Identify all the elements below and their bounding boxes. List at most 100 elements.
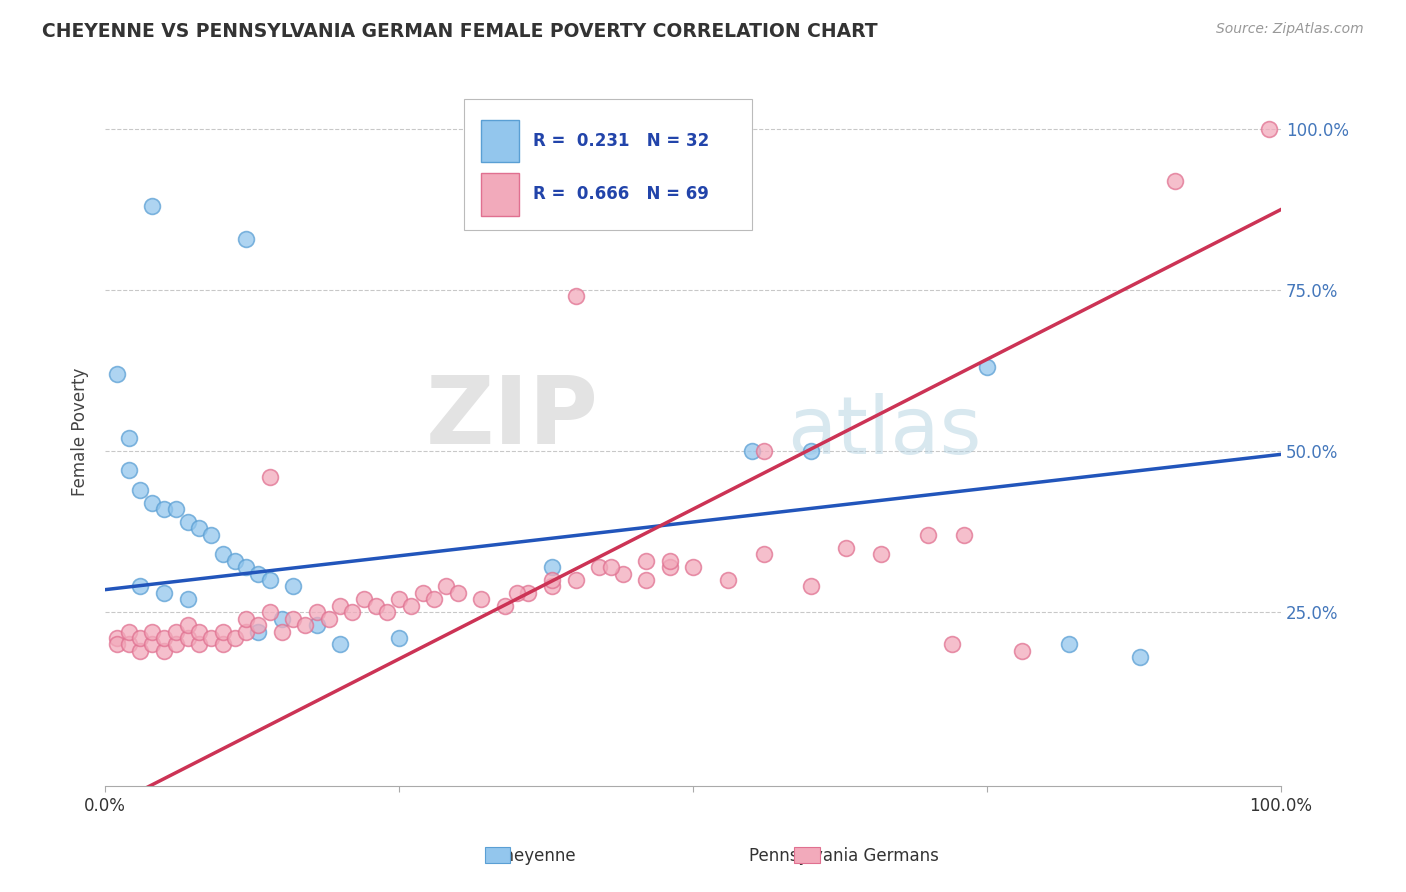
Point xyxy=(211,637,233,651)
Point xyxy=(153,586,176,600)
Point xyxy=(305,618,328,632)
Point xyxy=(200,631,222,645)
Point xyxy=(952,528,974,542)
Point xyxy=(1129,650,1152,665)
Text: R =  0.666   N = 69: R = 0.666 N = 69 xyxy=(533,186,709,203)
Bar xyxy=(481,120,519,162)
Point xyxy=(235,624,257,639)
Point xyxy=(188,624,211,639)
Point xyxy=(141,624,163,639)
Point xyxy=(399,599,422,613)
Point xyxy=(329,599,352,613)
Point xyxy=(434,579,457,593)
Text: Pennsylvania Germans: Pennsylvania Germans xyxy=(748,847,939,865)
Point xyxy=(235,612,257,626)
Point xyxy=(835,541,858,555)
Point xyxy=(270,624,292,639)
Point xyxy=(105,367,128,381)
Point xyxy=(270,612,292,626)
Point xyxy=(412,586,434,600)
Point xyxy=(247,624,270,639)
Point xyxy=(634,554,657,568)
Point xyxy=(141,199,163,213)
Point xyxy=(564,289,586,303)
Point xyxy=(1258,122,1281,136)
Point xyxy=(800,444,823,458)
Point xyxy=(283,612,305,626)
Y-axis label: Female Poverty: Female Poverty xyxy=(72,368,89,496)
Point xyxy=(541,573,564,587)
Point xyxy=(364,599,387,613)
Point xyxy=(224,631,246,645)
Point xyxy=(634,573,657,587)
Bar xyxy=(481,173,519,216)
Point xyxy=(917,528,939,542)
Point xyxy=(294,618,316,632)
Point xyxy=(682,560,704,574)
Point xyxy=(105,631,128,645)
Point xyxy=(224,554,246,568)
Point xyxy=(976,360,998,375)
Point xyxy=(388,592,411,607)
Point xyxy=(599,560,621,574)
Point xyxy=(153,644,176,658)
Point xyxy=(800,579,823,593)
Point xyxy=(1011,644,1033,658)
Point xyxy=(353,592,375,607)
Point xyxy=(870,547,893,561)
Point xyxy=(517,586,540,600)
Point xyxy=(717,573,740,587)
Point xyxy=(941,637,963,651)
Point xyxy=(377,605,399,619)
Point xyxy=(329,637,352,651)
Point xyxy=(741,444,763,458)
Point xyxy=(447,586,470,600)
Point xyxy=(153,631,176,645)
Point xyxy=(318,612,340,626)
Point xyxy=(165,637,187,651)
Point xyxy=(211,547,233,561)
Point xyxy=(118,463,141,477)
Point xyxy=(165,502,187,516)
Point xyxy=(141,637,163,651)
Point xyxy=(259,605,281,619)
Point xyxy=(176,592,198,607)
Point xyxy=(752,444,775,458)
Text: ZIP: ZIP xyxy=(426,372,599,464)
Point xyxy=(340,605,363,619)
Point xyxy=(153,502,176,516)
Text: R =  0.231   N = 32: R = 0.231 N = 32 xyxy=(533,132,710,150)
Point xyxy=(658,560,681,574)
Point xyxy=(235,231,257,245)
Point xyxy=(283,579,305,593)
Point xyxy=(506,586,529,600)
Point xyxy=(235,560,257,574)
Point xyxy=(259,573,281,587)
Point xyxy=(658,554,681,568)
Point xyxy=(211,624,233,639)
Point xyxy=(176,618,198,632)
Point xyxy=(752,547,775,561)
Point xyxy=(259,470,281,484)
Point xyxy=(541,560,564,574)
Point xyxy=(176,631,198,645)
Point xyxy=(1059,637,1081,651)
Point xyxy=(129,644,152,658)
Point xyxy=(247,618,270,632)
Point xyxy=(1164,173,1187,187)
Point xyxy=(118,624,141,639)
Point xyxy=(129,483,152,497)
Point xyxy=(423,592,446,607)
Text: CHEYENNE VS PENNSYLVANIA GERMAN FEMALE POVERTY CORRELATION CHART: CHEYENNE VS PENNSYLVANIA GERMAN FEMALE P… xyxy=(42,22,877,41)
Point xyxy=(141,496,163,510)
FancyBboxPatch shape xyxy=(464,99,752,230)
Point xyxy=(118,431,141,445)
Point xyxy=(247,566,270,581)
Point xyxy=(388,631,411,645)
Point xyxy=(188,521,211,535)
Point xyxy=(564,573,586,587)
Point xyxy=(612,566,634,581)
Text: Cheyenne: Cheyenne xyxy=(492,847,576,865)
Text: Source: ZipAtlas.com: Source: ZipAtlas.com xyxy=(1216,22,1364,37)
Point xyxy=(188,637,211,651)
